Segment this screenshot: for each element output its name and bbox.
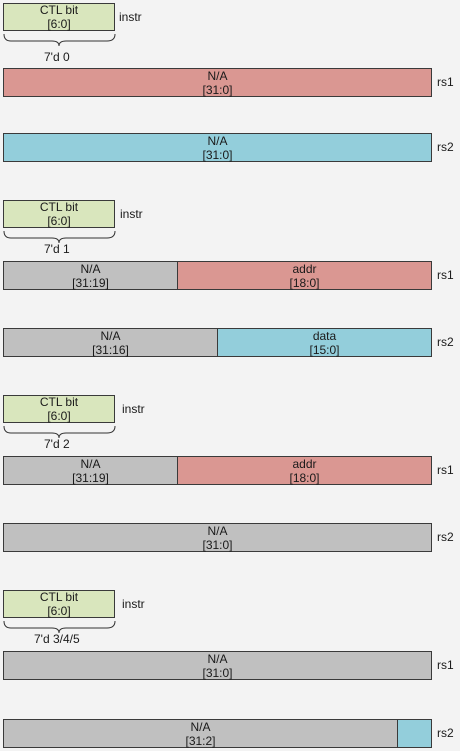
ctl-value-label: 7'd 2: [44, 437, 70, 451]
ctl-bit-name: CTL bit: [39, 200, 79, 214]
rs2-field-range: [31:0]: [202, 537, 233, 552]
rs1-field-range: [31:0]: [202, 665, 233, 680]
ctl-bit-name: CTL bit: [39, 3, 79, 17]
ctl-bit-name: CTL bit: [39, 590, 79, 604]
rs1-field-name: addr: [292, 261, 317, 276]
ctl-value-label: 7'd 1: [44, 242, 70, 256]
rs2-label: rs2: [437, 530, 454, 544]
rs1-label: rs1: [437, 658, 454, 672]
rs2-field-range: [31:16]: [92, 342, 129, 357]
rs2-label: rs2: [437, 140, 454, 154]
rs2-field: [397, 719, 432, 748]
instr-label: instr: [122, 402, 145, 416]
rs1-field: N/A [31:19]: [3, 261, 178, 290]
instr-label: instr: [119, 10, 142, 24]
rs1-label: rs1: [437, 75, 454, 89]
ctl-bit-range: [6:0]: [47, 17, 71, 31]
value-brace: [3, 620, 116, 634]
rs1-field: addr [18:0]: [177, 456, 432, 485]
rs2-label: rs2: [437, 726, 454, 740]
rs2-field-range: [15:0]: [309, 342, 340, 357]
ctl-value-label: 7'd 0: [44, 50, 70, 64]
rs1-field-name: N/A: [207, 68, 228, 83]
ctl-bit-box: CTL bit [6:0]: [3, 200, 115, 228]
value-brace: [3, 33, 116, 47]
rs1-field-range: [18:0]: [289, 470, 320, 485]
ctl-bit-range: [6:0]: [47, 214, 71, 228]
rs2-field: data [15:0]: [217, 328, 432, 357]
instr-label: instr: [122, 597, 145, 611]
value-brace: [3, 425, 116, 439]
instr-label: instr: [120, 207, 143, 221]
rs2-field-name: N/A: [207, 133, 228, 148]
rs1-field-name: addr: [292, 456, 317, 471]
value-brace: [3, 230, 116, 244]
ctl-bit-name: CTL bit: [39, 395, 79, 409]
ctl-bit-range: [6:0]: [47, 604, 71, 618]
rs1-field-name: N/A: [80, 456, 101, 471]
ctl-bit-box: CTL bit [6:0]: [3, 590, 115, 618]
rs2-field-name: N/A: [190, 719, 211, 734]
ctl-bit-range: [6:0]: [47, 409, 71, 423]
rs1-field-name: N/A: [207, 651, 228, 666]
rs2-label: rs2: [437, 335, 454, 349]
ctl-bit-box: CTL bit [6:0]: [3, 3, 115, 31]
rs2-field-name: data: [312, 328, 337, 343]
rs1-label: rs1: [437, 268, 454, 282]
ctl-value-label: 7'd 3/4/5: [34, 632, 80, 646]
rs2-field: N/A [31:0]: [3, 523, 432, 552]
rs1-field-range: [31:0]: [202, 82, 233, 97]
rs2-field: N/A [31:16]: [3, 328, 218, 357]
rs2-field-range: [31:0]: [202, 147, 233, 162]
rs2-field: N/A [31:0]: [3, 133, 432, 162]
rs1-field-range: [31:19]: [72, 470, 109, 485]
rs1-field-name: N/A: [80, 261, 101, 276]
rs2-field-name: N/A: [207, 523, 228, 538]
rs1-field-range: [18:0]: [289, 275, 320, 290]
rs1-field: N/A [31:0]: [3, 68, 432, 97]
rs1-field: N/A [31:0]: [3, 651, 432, 680]
ctl-bit-box: CTL bit [6:0]: [3, 395, 115, 423]
rs2-field-range: [31:2]: [185, 733, 216, 748]
rs2-field-name: N/A: [100, 328, 121, 343]
rs1-field: N/A [31:19]: [3, 456, 178, 485]
rs1-field-range: [31:19]: [72, 275, 109, 290]
rs1-field: addr [18:0]: [177, 261, 432, 290]
rs1-label: rs1: [437, 463, 454, 477]
rs2-field: N/A [31:2]: [3, 719, 398, 748]
